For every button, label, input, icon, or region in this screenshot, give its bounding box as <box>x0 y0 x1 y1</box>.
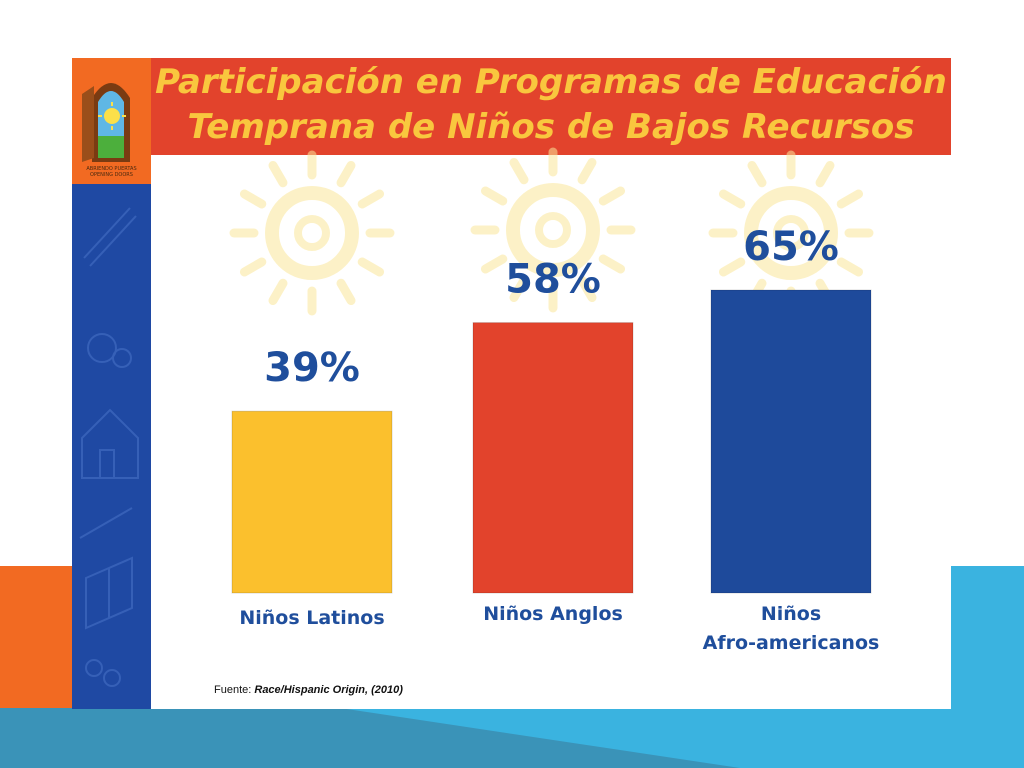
bars-layer: 39% Niños Latinos 58% Niños Anglos 65% Niños A… <box>231 224 880 654</box>
sun-decoration-icon <box>470 147 636 313</box>
bar <box>710 289 872 594</box>
title-line-1: Participación en Programas de Educación <box>155 62 947 102</box>
source-note: Fuente: Race/Hispanic Origin, (2010) <box>214 684 403 696</box>
value-label: 58% <box>505 257 601 303</box>
sun-decoration-icon <box>229 150 395 316</box>
category-label: Afro-americanos <box>703 632 880 654</box>
category-label: Niños Latinos <box>239 607 384 629</box>
source-reference: Race/Hispanic Origin, (2010) <box>254 684 403 696</box>
logo-caption: ABRIENDO PUERTAS OPENING DOORS <box>76 166 147 178</box>
category-label: Niños Anglos <box>483 603 623 625</box>
logo-caption-line2: OPENING DOORS <box>90 172 133 178</box>
abriendo-puertas-logo: ABRIENDO PUERTAS OPENING DOORS <box>72 58 151 184</box>
bar-chart: 39% Niños Latinos 58% Niños Anglos 65% Niños A… <box>229 147 880 654</box>
slide-title: Participación en Programas de Educación … <box>151 60 951 150</box>
bar <box>231 410 393 594</box>
value-label: 39% <box>264 345 360 391</box>
bar <box>472 322 634 594</box>
title-banner: Participación en Programas de Educación … <box>151 58 951 155</box>
source-prefix: Fuente: <box>214 684 252 696</box>
slide: ABRIENDO PUERTAS OPENING DOORS Participa… <box>72 58 951 709</box>
category-label: Niños <box>761 603 821 625</box>
logo-caption-line1: ABRIENDO PUERTAS <box>86 166 137 172</box>
value-label: 65% <box>743 224 839 270</box>
title-line-2: Temprana de Niños de Bajos Recursos <box>187 107 915 147</box>
doodle-pattern <box>79 207 139 687</box>
decoration-teal-triangle <box>340 708 740 768</box>
decoration-teal-band <box>0 708 340 768</box>
door-sun-icon <box>72 58 151 166</box>
